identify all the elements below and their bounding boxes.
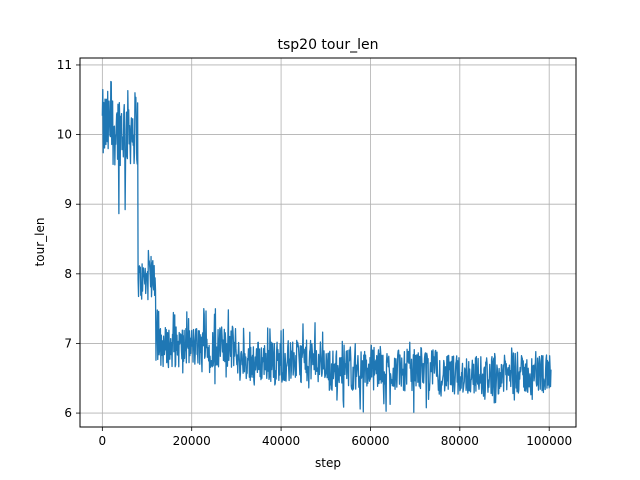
x-tick-label: 60000	[351, 434, 389, 448]
x-tick-label: 20000	[173, 434, 211, 448]
plot-area	[101, 80, 552, 413]
x-tick-label: 80000	[441, 434, 479, 448]
series-line	[101, 80, 552, 413]
x-tick-label: 0	[99, 434, 107, 448]
y-tick-label: 8	[64, 267, 72, 281]
y-tick-label: 10	[57, 128, 72, 142]
chart-title: tsp20 tour_len	[278, 37, 379, 53]
y-axis-label: tour_len	[33, 218, 47, 267]
y-tick-label: 7	[64, 336, 72, 350]
axes-frame	[79, 57, 577, 428]
x-tick-label: 100000	[526, 434, 572, 448]
x-axis: 0 20000 40000 60000 80000 100000	[99, 427, 572, 448]
y-axis: 6 7 8 9 10 11	[57, 58, 80, 420]
y-tick-label: 11	[57, 58, 72, 72]
y-tick-label: 9	[64, 197, 72, 211]
grid	[80, 58, 576, 427]
x-tick-label: 40000	[262, 434, 300, 448]
x-axis-label: step	[315, 456, 341, 470]
y-tick-label: 6	[64, 406, 72, 420]
